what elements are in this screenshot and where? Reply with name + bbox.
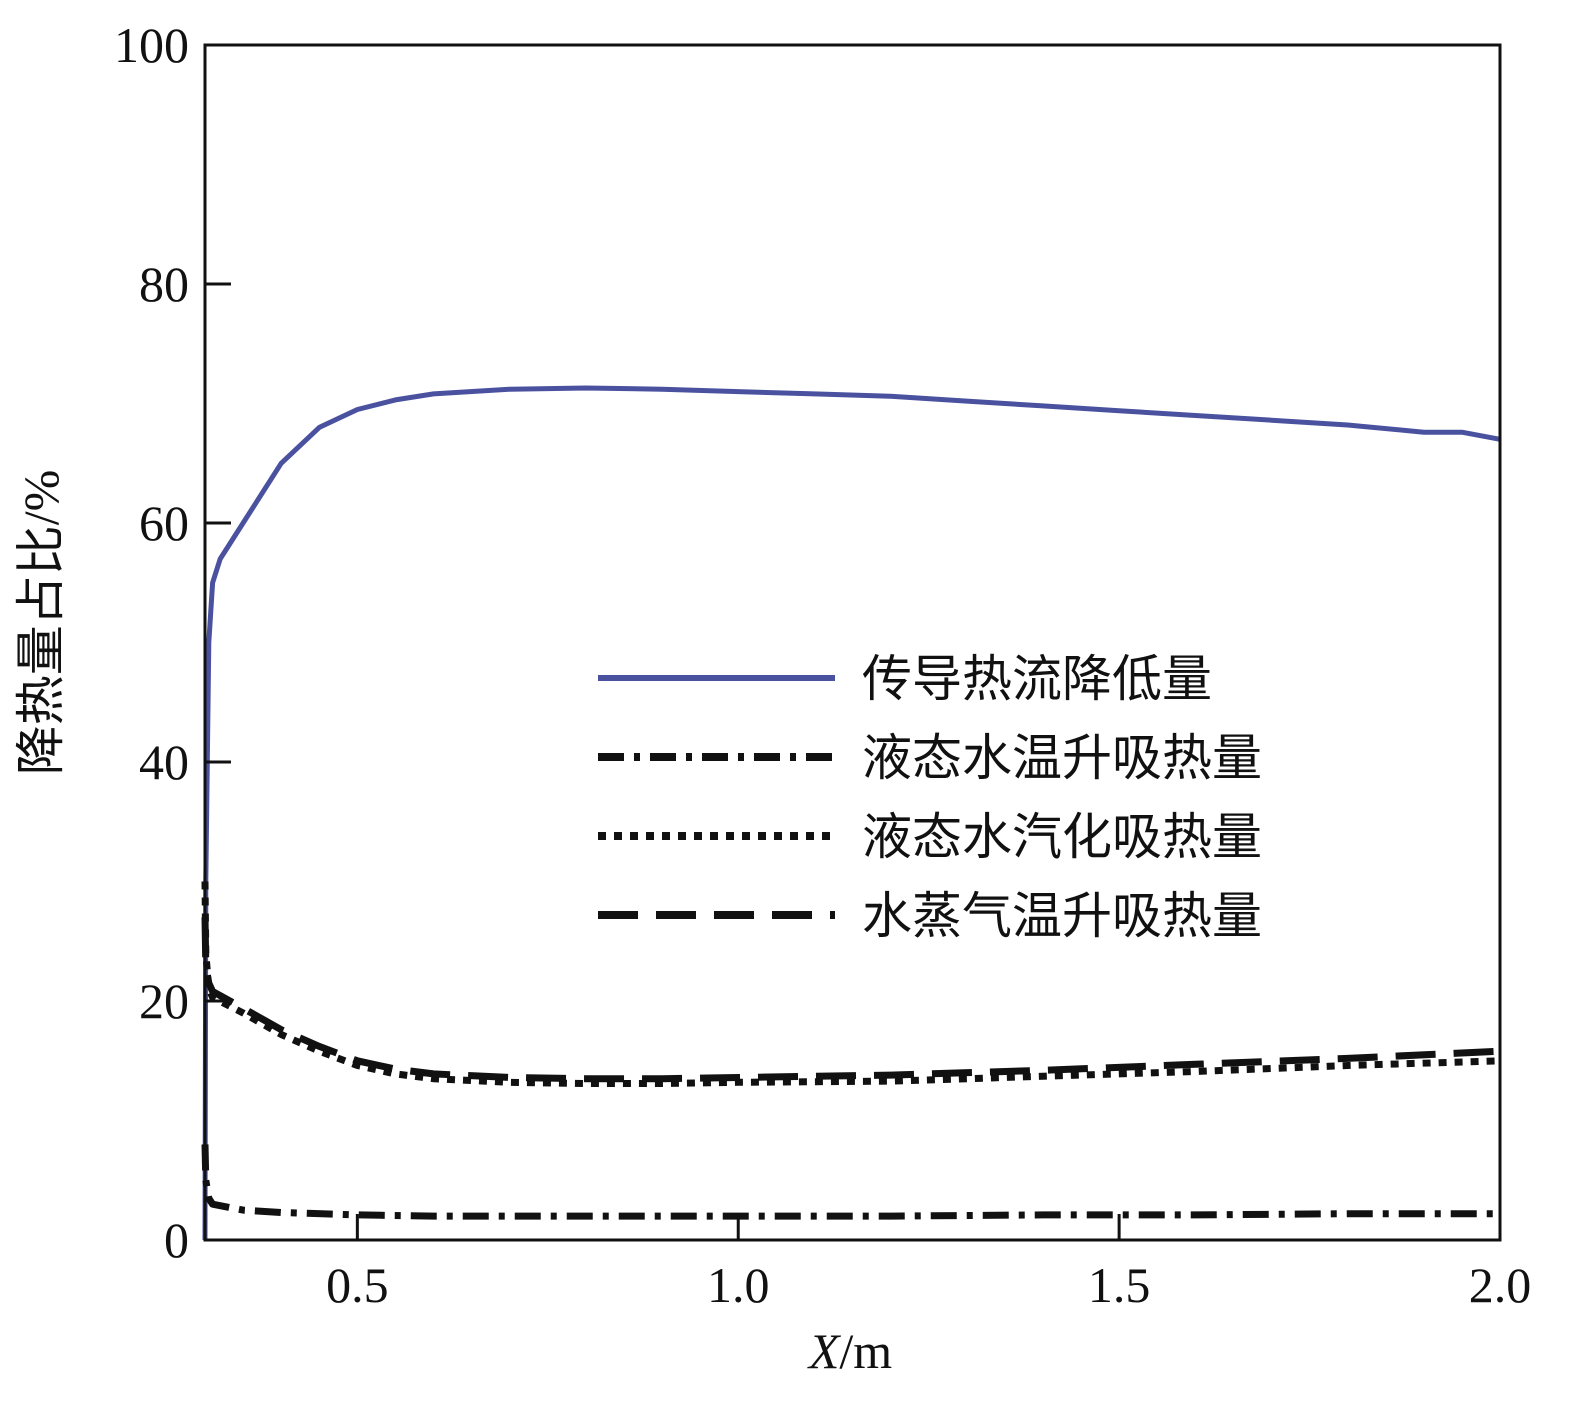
axis-ticks: 0 20 40 60 80 100 0.5 1.0 1.5 2.0 bbox=[114, 17, 1531, 1313]
series-line-1 bbox=[202, 385, 1501, 1241]
legend-label-1: 传导热流降低量 bbox=[862, 650, 1212, 708]
y-axis-title: 降热量占比/% bbox=[13, 470, 69, 776]
plot-frame bbox=[203, 43, 1502, 1242]
legend-label-2: 液态水温升吸热量 bbox=[862, 729, 1262, 787]
x-tick-label: 1.0 bbox=[707, 1257, 770, 1313]
y-tick-label: 100 bbox=[114, 17, 189, 73]
y-tick-label: 60 bbox=[139, 495, 189, 551]
x-tick-label: 0.5 bbox=[326, 1257, 389, 1313]
x-axis-unit: /m bbox=[839, 1323, 892, 1379]
y-tick-label: 20 bbox=[139, 973, 189, 1029]
y-tick-label: 80 bbox=[139, 256, 189, 312]
x-axis-title: X/m bbox=[807, 1323, 892, 1379]
legend-label-4: 水蒸气温升吸热量 bbox=[862, 887, 1262, 945]
plot-content bbox=[201, 385, 1501, 1241]
x-tick-label: 1.5 bbox=[1088, 1257, 1151, 1313]
y-tick-label: 40 bbox=[139, 734, 189, 790]
legend-label-3: 液态水汽化吸热量 bbox=[862, 808, 1262, 866]
x-axis-variable: X bbox=[807, 1323, 842, 1379]
x-tick-label: 2.0 bbox=[1469, 1257, 1532, 1313]
series-line-3 bbox=[201, 881, 1501, 1087]
y-tick-label: 0 bbox=[164, 1212, 189, 1268]
series-line-2 bbox=[201, 1144, 1500, 1220]
series-line-4 bbox=[201, 917, 1501, 1083]
